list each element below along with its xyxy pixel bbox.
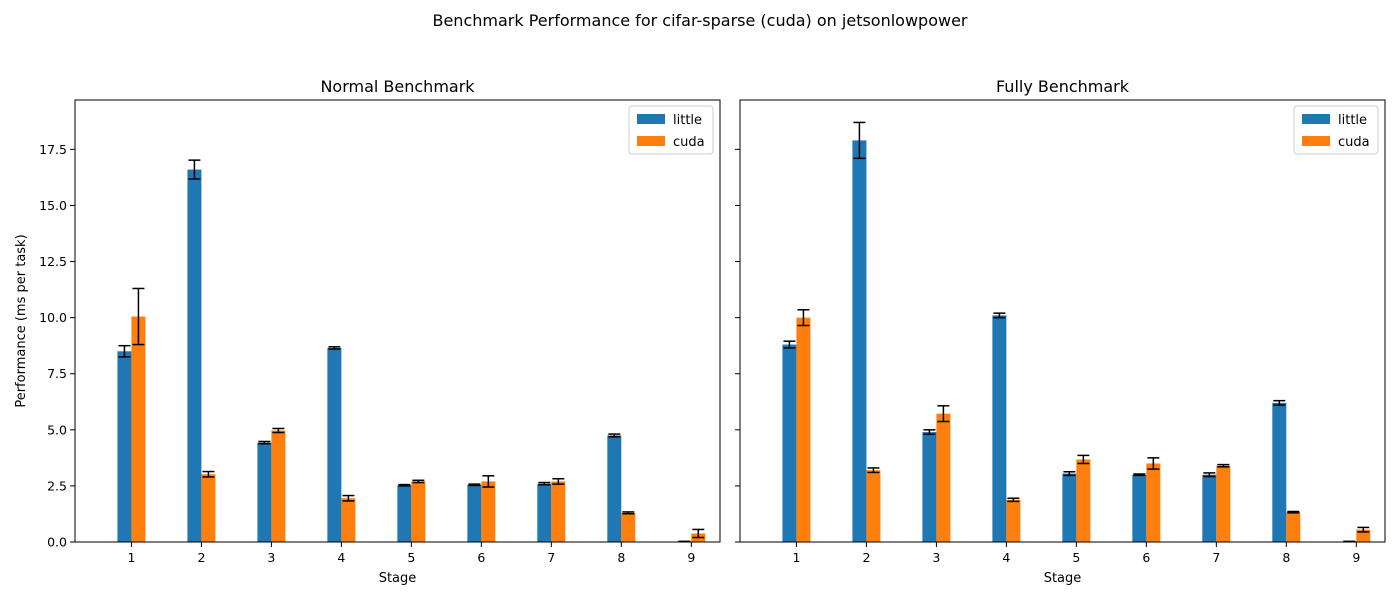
y-tick-label: 0.0 [47, 535, 67, 550]
y-tick-label: 15.0 [39, 198, 67, 213]
bar-little-stage-2 [852, 140, 867, 542]
bar-little-stage-7 [537, 483, 552, 542]
figure-title: Benchmark Performance for cifar-sparse (… [432, 11, 967, 30]
x-tick-label: 4 [1002, 550, 1010, 565]
bar-cuda-stage-2 [866, 470, 881, 542]
legend-label-cuda: cuda [1338, 135, 1370, 150]
y-tick-label: 2.5 [47, 478, 67, 493]
x-tick-label: 6 [477, 550, 485, 565]
bar-little-stage-5 [397, 485, 412, 542]
bar-cuda-stage-3 [936, 413, 951, 542]
bar-cuda-stage-5 [1076, 459, 1091, 542]
y-tick-label: 17.5 [39, 142, 67, 157]
bar-cuda-stage-4 [1006, 499, 1021, 542]
bar-little-stage-8 [1272, 402, 1287, 542]
x-tick-label: 7 [1212, 550, 1220, 565]
x-tick-label: 8 [1282, 550, 1290, 565]
x-tick-label: 6 [1142, 550, 1150, 565]
bar-little-stage-3 [257, 442, 272, 542]
legend-label-little: little [1338, 113, 1367, 128]
bar-little-stage-6 [467, 484, 482, 542]
bar-cuda-stage-7 [551, 481, 566, 542]
bar-cuda-stage-8 [1286, 512, 1301, 542]
x-tick-label: 1 [127, 550, 135, 565]
x-axis-label: Stage [379, 571, 417, 586]
bar-cuda-stage-8 [621, 512, 636, 542]
x-tick-label: 2 [862, 550, 870, 565]
x-tick-label: 5 [1072, 550, 1080, 565]
legend-swatch-cuda [1302, 136, 1330, 146]
bar-cuda-stage-9 [1356, 529, 1371, 542]
bar-little-stage-4 [327, 347, 342, 542]
chart-title: Normal Benchmark [320, 77, 475, 96]
x-tick-label: 9 [1352, 550, 1360, 565]
bar-cuda-stage-6 [1146, 463, 1161, 542]
bar-cuda-stage-2 [201, 474, 216, 542]
bar-little-stage-1 [117, 351, 132, 542]
y-axis-label: Performance (ms per task) [14, 234, 29, 407]
chart-normal-benchmark: Normal Benchmark 0.0 2.5 5.0 7.5 10.0 12.5 15.0… [14, 77, 721, 586]
plot-frame [74, 99, 721, 543]
bar-cuda-stage-1 [131, 316, 146, 542]
chart-fully-benchmark: Fully Benchmark 1 2 3 4 5 6 7 8 9 Stage little cuda [735, 77, 1386, 586]
bar-little-stage-2 [187, 169, 202, 543]
y-tick-label: 5.0 [47, 422, 67, 437]
bar-little-stage-7 [1202, 474, 1217, 542]
bar-cuda-stage-6 [481, 481, 496, 542]
bar-cuda-stage-7 [1216, 465, 1231, 542]
chart-title: Fully Benchmark [996, 77, 1130, 96]
x-tick-label: 3 [267, 550, 275, 565]
bar-cuda-stage-3 [271, 430, 286, 542]
x-tick-label: 3 [932, 550, 940, 565]
x-tick-label: 1 [792, 550, 800, 565]
bar-little-stage-8 [607, 435, 622, 542]
y-tick-label: 12.5 [39, 254, 67, 269]
bar-little-stage-1 [782, 344, 797, 542]
legend-swatch-little [1302, 114, 1330, 124]
bar-little-stage-4 [992, 315, 1007, 542]
x-tick-label: 5 [407, 550, 415, 565]
bar-little-stage-5 [1062, 473, 1077, 542]
x-tick-label: 2 [197, 550, 205, 565]
y-tick-label: 10.0 [39, 310, 67, 325]
x-tick-label: 8 [617, 550, 625, 565]
legend-swatch-little [637, 114, 665, 124]
bar-little-stage-6 [1132, 474, 1147, 542]
x-tick-label: 7 [547, 550, 555, 565]
bar-cuda-stage-5 [411, 481, 426, 542]
legend-label-little: little [673, 113, 702, 128]
bar-cuda-stage-1 [796, 317, 811, 542]
legend-label-cuda: cuda [673, 135, 705, 150]
plot-frame [739, 99, 1386, 543]
x-tick-label: 9 [687, 550, 695, 565]
bar-little-stage-3 [922, 432, 937, 542]
x-tick-label: 4 [337, 550, 345, 565]
legend-swatch-cuda [637, 136, 665, 146]
bar-cuda-stage-4 [341, 498, 356, 542]
y-tick-label: 7.5 [47, 366, 67, 381]
x-axis-label: Stage [1044, 571, 1082, 586]
